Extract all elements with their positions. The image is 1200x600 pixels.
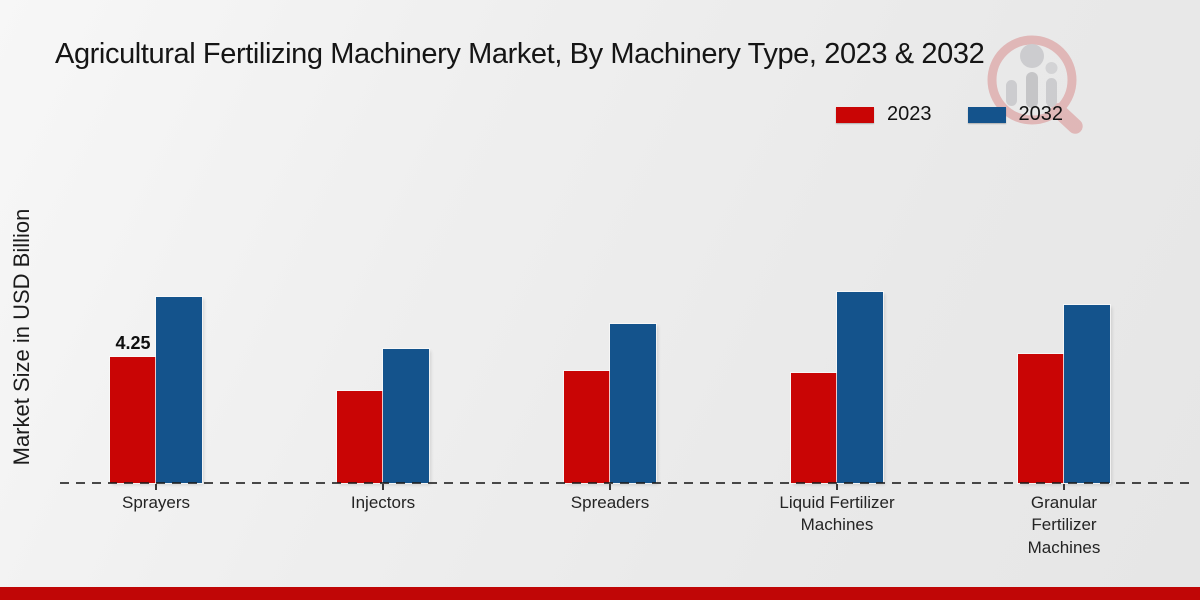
bar-2032-sprayers xyxy=(156,297,202,483)
market-research-future-logo-watermark xyxy=(982,14,1100,141)
bar-2023-liquid-fertilizer-machines xyxy=(791,373,837,483)
chart-title: Agricultural Fertilizing Machinery Marke… xyxy=(55,38,985,70)
category-label-liquid-fertilizer-machines: Liquid Fertilizer Machines xyxy=(779,493,895,535)
legend-swatch-2023 xyxy=(836,106,874,123)
bar-2023-injectors xyxy=(337,391,383,483)
x-axis-tick-spreaders xyxy=(609,484,611,490)
bar-2023-spreaders xyxy=(564,371,610,483)
category-label-sprayers: Sprayers xyxy=(121,493,191,512)
x-axis-tick-granular-fertilizer-machines xyxy=(1063,484,1065,490)
legend-item-2032: 2032 xyxy=(967,103,1064,126)
legend-swatch-2032 xyxy=(967,106,1006,123)
category-label-injectors: Injectors xyxy=(350,493,416,512)
legend-label-2023: 2023 xyxy=(887,103,932,125)
x-axis-dashed-baseline xyxy=(60,482,1190,484)
category-label-spreaders: Spreaders xyxy=(570,493,650,512)
bar-2023-granular-fertilizer-machines xyxy=(1018,354,1064,483)
legend-item-2023: 2023 xyxy=(836,103,932,126)
bar-2023-sprayers xyxy=(110,357,156,483)
bar-2032-liquid-fertilizer-machines xyxy=(837,292,883,483)
magnifier-logo-icon xyxy=(987,35,1083,134)
legend: 2023 2032 xyxy=(836,103,1063,126)
legend-label-2032: 2032 xyxy=(1018,103,1064,125)
bar-2032-spreaders xyxy=(610,324,656,483)
x-axis-tick-injectors xyxy=(382,484,384,490)
x-axis-tick-liquid-fertilizer-machines xyxy=(836,484,838,490)
x-axis-tick-sprayers xyxy=(155,484,157,490)
footer-accent-band xyxy=(0,587,1200,600)
y-axis-label: Market Size in USD Billion xyxy=(9,208,34,466)
value-label-sprayers-2023: 4.25 xyxy=(115,333,151,353)
category-label-granular-fertilizer-machines: Granular Fertilizer Machines xyxy=(1027,493,1101,557)
bar-2032-granular-fertilizer-machines xyxy=(1064,305,1110,483)
bar-2032-injectors xyxy=(383,349,429,483)
